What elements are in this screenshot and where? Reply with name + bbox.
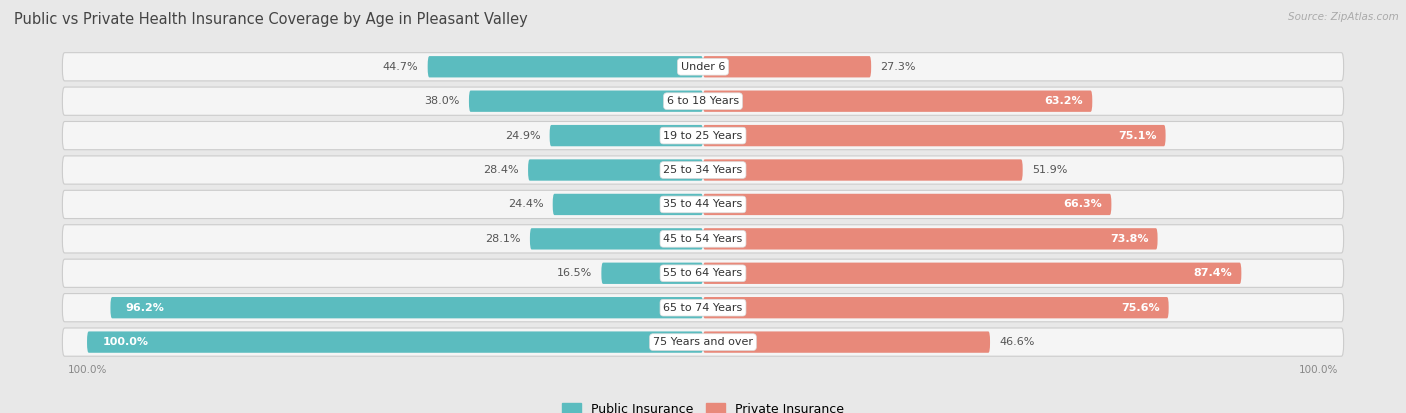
- Text: 65 to 74 Years: 65 to 74 Years: [664, 303, 742, 313]
- FancyBboxPatch shape: [427, 56, 703, 78]
- FancyBboxPatch shape: [62, 294, 1344, 322]
- FancyBboxPatch shape: [529, 159, 703, 181]
- Text: 24.9%: 24.9%: [505, 131, 540, 140]
- FancyBboxPatch shape: [62, 328, 1344, 356]
- Text: Source: ZipAtlas.com: Source: ZipAtlas.com: [1288, 12, 1399, 22]
- FancyBboxPatch shape: [62, 121, 1344, 150]
- Text: 28.4%: 28.4%: [484, 165, 519, 175]
- FancyBboxPatch shape: [111, 297, 703, 318]
- FancyBboxPatch shape: [62, 259, 1344, 287]
- Text: 75.1%: 75.1%: [1118, 131, 1156, 140]
- Text: 51.9%: 51.9%: [1032, 165, 1067, 175]
- FancyBboxPatch shape: [703, 263, 1241, 284]
- Text: 38.0%: 38.0%: [425, 96, 460, 106]
- FancyBboxPatch shape: [62, 190, 1344, 218]
- FancyBboxPatch shape: [87, 331, 703, 353]
- FancyBboxPatch shape: [470, 90, 703, 112]
- FancyBboxPatch shape: [602, 263, 703, 284]
- Text: 44.7%: 44.7%: [382, 62, 419, 72]
- FancyBboxPatch shape: [530, 228, 703, 249]
- Text: 25 to 34 Years: 25 to 34 Years: [664, 165, 742, 175]
- Text: 45 to 54 Years: 45 to 54 Years: [664, 234, 742, 244]
- Text: 46.6%: 46.6%: [1000, 337, 1035, 347]
- FancyBboxPatch shape: [703, 159, 1022, 181]
- FancyBboxPatch shape: [62, 225, 1344, 253]
- Text: 19 to 25 Years: 19 to 25 Years: [664, 131, 742, 140]
- Text: 100.0%: 100.0%: [103, 337, 149, 347]
- Text: 6 to 18 Years: 6 to 18 Years: [666, 96, 740, 106]
- Text: 75.6%: 75.6%: [1121, 303, 1160, 313]
- FancyBboxPatch shape: [703, 90, 1092, 112]
- FancyBboxPatch shape: [62, 156, 1344, 184]
- Text: 75 Years and over: 75 Years and over: [652, 337, 754, 347]
- Text: 73.8%: 73.8%: [1109, 234, 1149, 244]
- Text: 63.2%: 63.2%: [1045, 96, 1083, 106]
- Text: 35 to 44 Years: 35 to 44 Years: [664, 199, 742, 209]
- Text: Under 6: Under 6: [681, 62, 725, 72]
- FancyBboxPatch shape: [550, 125, 703, 146]
- Text: Public vs Private Health Insurance Coverage by Age in Pleasant Valley: Public vs Private Health Insurance Cover…: [14, 12, 527, 27]
- FancyBboxPatch shape: [703, 125, 1166, 146]
- Text: 16.5%: 16.5%: [557, 268, 592, 278]
- FancyBboxPatch shape: [62, 53, 1344, 81]
- Text: 24.4%: 24.4%: [508, 199, 544, 209]
- FancyBboxPatch shape: [553, 194, 703, 215]
- FancyBboxPatch shape: [703, 297, 1168, 318]
- Legend: Public Insurance, Private Insurance: Public Insurance, Private Insurance: [557, 398, 849, 413]
- Text: 28.1%: 28.1%: [485, 234, 520, 244]
- Text: 96.2%: 96.2%: [127, 303, 165, 313]
- FancyBboxPatch shape: [62, 87, 1344, 115]
- FancyBboxPatch shape: [703, 194, 1111, 215]
- Text: 87.4%: 87.4%: [1194, 268, 1232, 278]
- FancyBboxPatch shape: [703, 331, 990, 353]
- Text: 27.3%: 27.3%: [880, 62, 915, 72]
- FancyBboxPatch shape: [703, 228, 1157, 249]
- FancyBboxPatch shape: [703, 56, 872, 78]
- Text: 55 to 64 Years: 55 to 64 Years: [664, 268, 742, 278]
- Text: 66.3%: 66.3%: [1063, 199, 1102, 209]
